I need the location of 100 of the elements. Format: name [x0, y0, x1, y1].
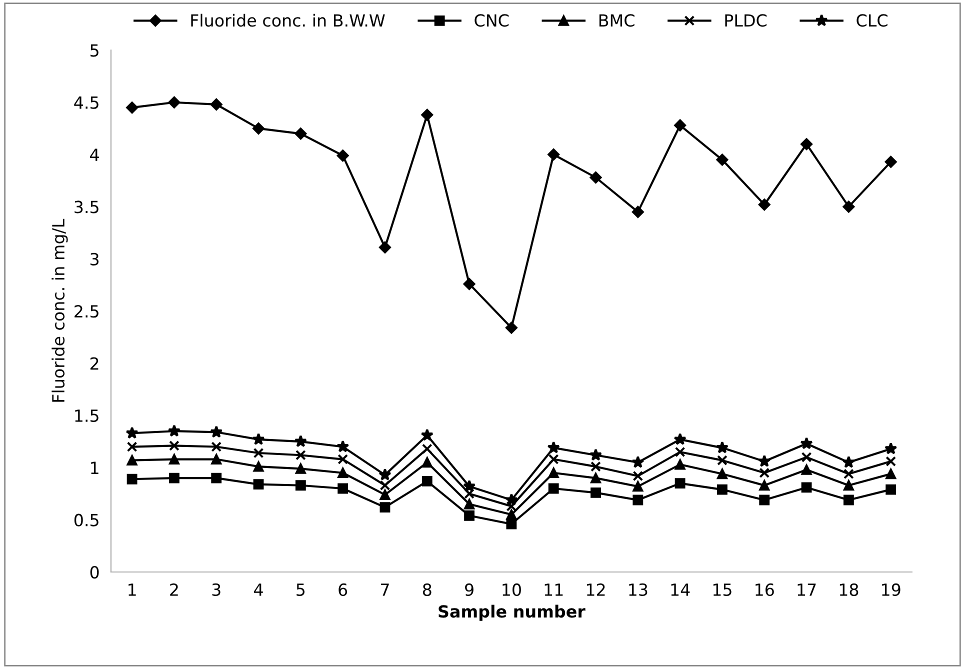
- point: [590, 461, 601, 472]
- y-tick-label: 2: [90, 357, 98, 370]
- point: [252, 432, 265, 445]
- x-tick-label: 2: [170, 583, 178, 596]
- x-tick-label: 6: [338, 583, 348, 596]
- point: [717, 484, 728, 495]
- point: [843, 468, 854, 480]
- point: [843, 494, 854, 506]
- point: [547, 441, 560, 454]
- point: [632, 494, 644, 506]
- x-tick-label: 7: [381, 584, 389, 596]
- point: [253, 479, 264, 490]
- point: [168, 472, 180, 484]
- x-tick-label: 19: [882, 583, 900, 596]
- point: [801, 482, 812, 493]
- point: [126, 102, 138, 114]
- point: [632, 481, 644, 492]
- point: [759, 468, 770, 478]
- point: [210, 426, 223, 438]
- point: [758, 454, 771, 467]
- point: [379, 241, 391, 254]
- point: [253, 461, 264, 472]
- point: [674, 478, 686, 488]
- x-tick-label: 3: [212, 583, 220, 596]
- point: [420, 428, 434, 441]
- x-tick-label: 1: [128, 584, 136, 596]
- point: [717, 468, 728, 480]
- x-axis-title: Sample number: [438, 604, 586, 621]
- point: [464, 510, 475, 521]
- point: [338, 483, 348, 494]
- x-tick-label: 18: [840, 583, 858, 596]
- point: [336, 150, 349, 162]
- point: [800, 437, 813, 450]
- point: [800, 138, 812, 150]
- x-tick-label: 12: [586, 583, 605, 596]
- point: [338, 454, 348, 464]
- point: [674, 432, 686, 445]
- point: [674, 459, 686, 470]
- point: [590, 472, 601, 484]
- point: [886, 468, 896, 480]
- legend-label: CLC: [856, 14, 888, 27]
- y-tick-label: 5: [90, 44, 98, 57]
- point: [886, 484, 896, 495]
- point: [211, 454, 222, 464]
- point: [168, 96, 180, 108]
- point: [168, 454, 180, 464]
- point: [801, 452, 812, 462]
- y-tick-label: 0: [90, 566, 99, 579]
- point: [126, 474, 138, 484]
- y-tick-label: 4: [90, 148, 99, 161]
- y-tick-label: 1: [91, 462, 98, 474]
- point: [462, 480, 476, 492]
- point: [211, 442, 222, 452]
- point: [842, 456, 856, 468]
- x-tick-label: 14: [671, 584, 690, 596]
- point: [506, 501, 517, 512]
- point: [211, 472, 222, 484]
- x-tick-label: 11: [544, 584, 563, 596]
- point: [126, 442, 138, 452]
- x-tick-label: 5: [296, 584, 305, 596]
- point: [758, 198, 770, 211]
- point: [464, 498, 475, 510]
- x-tick-label: 17: [798, 584, 816, 596]
- point: [632, 456, 644, 468]
- y-axis-title: Fluoride conc. in mg/L: [52, 218, 68, 402]
- point: [126, 455, 138, 466]
- point: [548, 454, 559, 464]
- x-tick-label: 4: [254, 584, 263, 596]
- point: [759, 494, 770, 506]
- x-tick-label: 13: [629, 583, 648, 596]
- point: [294, 128, 307, 140]
- point: [422, 476, 432, 486]
- point: [548, 483, 559, 494]
- legend-label: PLDC: [725, 14, 767, 27]
- y-tick-label: 3.5: [74, 200, 98, 214]
- point: [674, 446, 686, 458]
- point: [506, 509, 517, 520]
- x-tick-label: 16: [756, 583, 774, 596]
- x-tick-label: 8: [422, 583, 432, 596]
- point: [422, 457, 432, 468]
- legend-label: CNC: [474, 14, 509, 27]
- point: [378, 468, 392, 480]
- point: [421, 108, 434, 121]
- point: [210, 98, 222, 110]
- point: [759, 480, 770, 491]
- point: [506, 518, 517, 530]
- y-tick-label: 2.5: [74, 305, 98, 318]
- point: [590, 487, 601, 498]
- point: [716, 441, 729, 454]
- point: [548, 468, 559, 478]
- point: [422, 444, 432, 454]
- point: [674, 119, 686, 132]
- point: [717, 455, 728, 466]
- point: [380, 502, 390, 512]
- point: [884, 442, 898, 454]
- point: [548, 148, 560, 160]
- point: [336, 440, 350, 452]
- y-tick-label: 3: [90, 252, 99, 266]
- point: [252, 122, 264, 134]
- point: [126, 426, 138, 439]
